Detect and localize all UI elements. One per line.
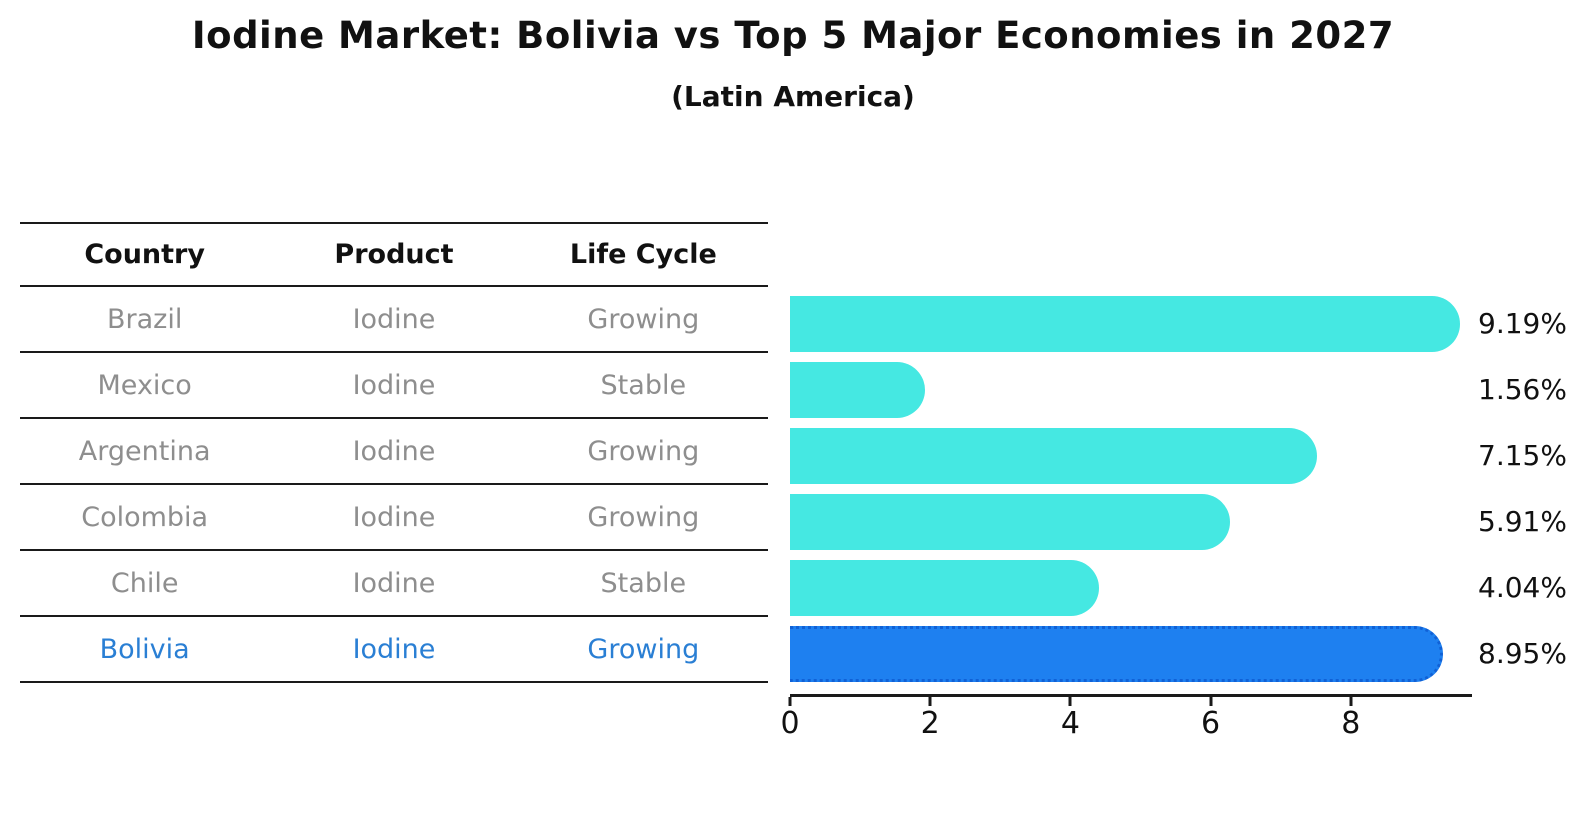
x-axis-tick-label: 8 [1341, 706, 1361, 741]
bar-value-label: 1.56% [1478, 373, 1567, 406]
product-cell: Iodine [352, 567, 436, 599]
bar-value-label: 7.15% [1478, 439, 1567, 472]
x-axis-tick [1209, 697, 1213, 706]
x-axis-tick [1068, 697, 1072, 706]
country-cell: Bolivia [99, 633, 190, 665]
bar-value-label: 5.91% [1478, 505, 1567, 538]
column-header-lifecycle: Life Cycle [569, 239, 717, 270]
x-axis-tick-label: 2 [920, 706, 940, 741]
lifecycle-cell: Growing [587, 303, 700, 335]
x-axis-tick-label: 6 [1201, 706, 1221, 741]
bar-value-label: 8.95% [1478, 637, 1567, 670]
country-cell: Argentina [78, 435, 211, 467]
product-cell: Iodine [352, 303, 436, 335]
country-cell: Brazil [106, 303, 183, 335]
bar-argentina [790, 428, 1318, 484]
table-header-row: Country Product Life Cycle [20, 222, 768, 287]
bar-value-label: 9.19% [1478, 307, 1567, 340]
column-header-product: Product [334, 239, 454, 270]
bar-brazil [790, 296, 1461, 352]
product-cell: Iodine [352, 501, 436, 533]
table-row-chile: Chile Iodine Stable [20, 551, 768, 617]
lifecycle-cell: Stable [600, 369, 687, 401]
bar-value-label: 4.04% [1478, 571, 1567, 604]
x-axis-line [790, 694, 1472, 697]
x-axis-tick [1349, 697, 1353, 706]
x-axis-tick [928, 697, 932, 706]
bar-mexico [790, 362, 926, 418]
chart-subtitle: (Latin America) [671, 80, 915, 113]
product-cell: Iodine [352, 369, 436, 401]
x-axis-tick-label: 4 [1060, 706, 1080, 741]
country-cell: Colombia [81, 501, 209, 533]
chart-title: Iodine Market: Bolivia vs Top 5 Major Ec… [191, 14, 1395, 57]
table-row-brazil: Brazil Iodine Growing [20, 287, 768, 353]
comparison-table: Country Product Life Cycle Brazil Iodine… [20, 222, 768, 683]
x-axis-tick-label: 0 [780, 706, 800, 741]
x-axis-tick [788, 697, 792, 706]
country-cell: Chile [110, 567, 179, 599]
lifecycle-cell: Stable [600, 567, 687, 599]
bar-colombia [790, 494, 1231, 550]
lifecycle-cell: Growing [587, 435, 700, 467]
country-cell: Mexico [97, 369, 192, 401]
product-cell: Iodine [352, 435, 436, 467]
lifecycle-cell: Growing [587, 633, 700, 665]
table-row-argentina: Argentina Iodine Growing [20, 419, 768, 485]
bar-chile [790, 560, 1100, 616]
table-row-mexico: Mexico Iodine Stable [20, 353, 768, 419]
product-cell: Iodine [352, 633, 436, 665]
table-row-bolivia-highlighted: Bolivia Iodine Growing [20, 617, 768, 683]
table-row-colombia: Colombia Iodine Growing [20, 485, 768, 551]
column-header-country: Country [84, 239, 205, 270]
lifecycle-cell: Growing [587, 501, 700, 533]
bar-bolivia-highlighted [790, 626, 1444, 682]
